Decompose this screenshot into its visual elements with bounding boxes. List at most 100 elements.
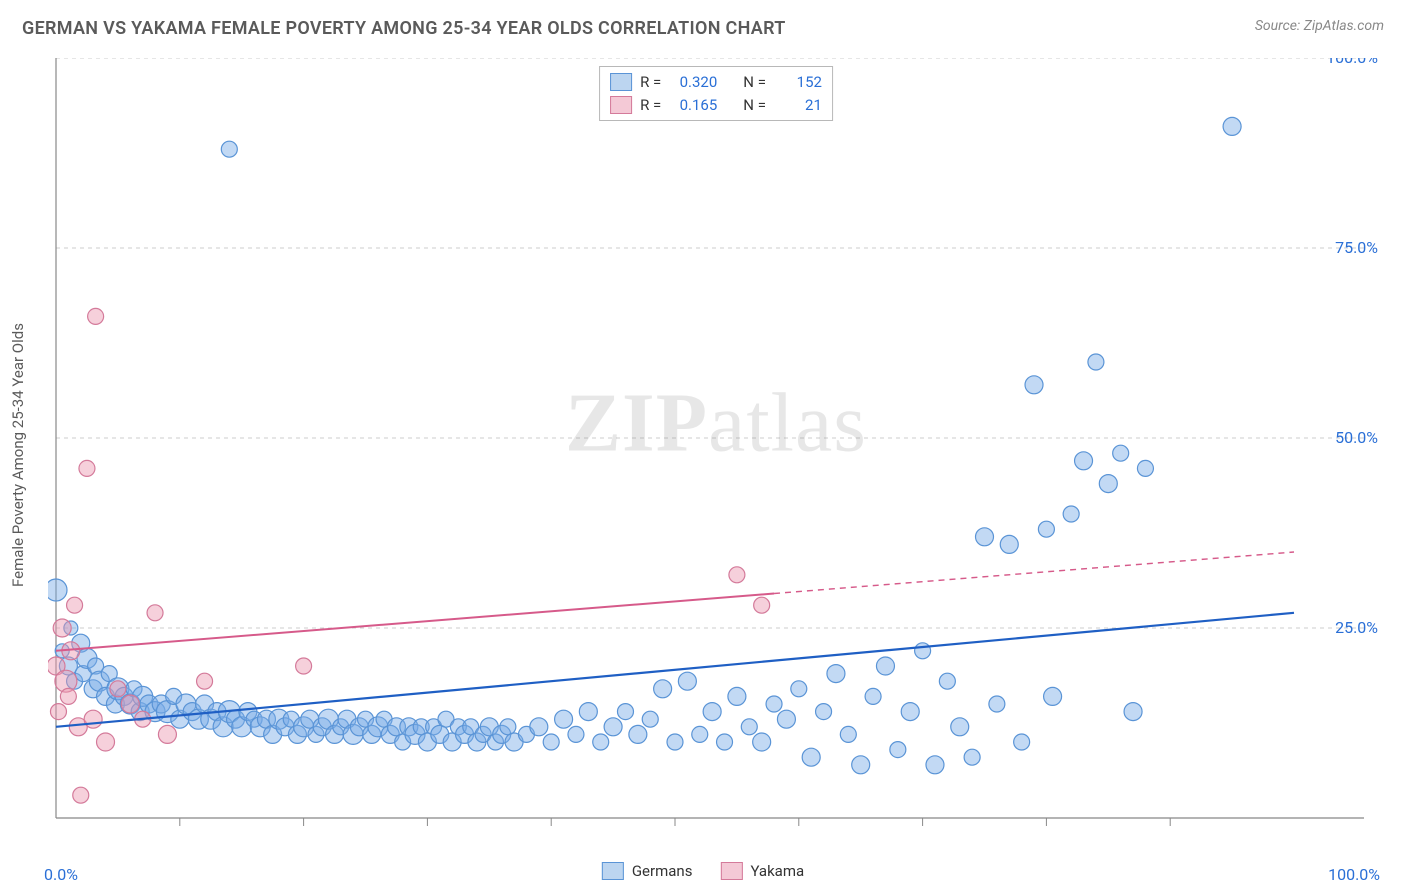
data-point bbox=[1014, 734, 1030, 750]
data-point bbox=[926, 756, 944, 774]
data-point bbox=[629, 725, 647, 743]
data-point bbox=[890, 742, 906, 758]
legend-n-value: 21 bbox=[774, 94, 822, 117]
legend-swatch bbox=[602, 862, 624, 880]
data-point bbox=[1137, 460, 1153, 476]
data-point bbox=[1124, 703, 1142, 721]
data-point bbox=[121, 695, 139, 713]
data-point bbox=[147, 605, 163, 621]
trend-line bbox=[56, 613, 1294, 727]
data-point bbox=[1223, 117, 1241, 135]
data-point bbox=[1075, 452, 1093, 470]
data-point bbox=[1099, 475, 1117, 493]
data-point bbox=[876, 657, 894, 675]
data-point bbox=[816, 704, 832, 720]
data-point bbox=[852, 756, 870, 774]
legend-n-label: N = bbox=[743, 94, 766, 117]
scatter-chart: 25.0% 50.0% 75.0% 100.0% bbox=[48, 58, 1384, 852]
data-point bbox=[667, 734, 683, 750]
data-point bbox=[678, 672, 696, 690]
data-point bbox=[84, 710, 102, 728]
data-point bbox=[939, 673, 955, 689]
data-point bbox=[989, 696, 1005, 712]
data-point bbox=[48, 579, 67, 601]
data-point bbox=[729, 567, 745, 583]
legend-swatch bbox=[720, 862, 742, 880]
data-point bbox=[642, 711, 658, 727]
data-point bbox=[110, 681, 126, 697]
x-axis-min-label: 0.0% bbox=[44, 865, 78, 884]
data-point bbox=[500, 719, 516, 735]
data-point bbox=[88, 308, 104, 324]
chart-source: Source: ZipAtlas.com bbox=[1255, 18, 1384, 34]
data-point bbox=[703, 703, 721, 721]
data-point bbox=[802, 748, 820, 766]
y-tick-label: 50.0% bbox=[1335, 428, 1378, 447]
legend-r-label: R = bbox=[640, 71, 661, 94]
data-point bbox=[1044, 687, 1062, 705]
data-point bbox=[1025, 376, 1043, 394]
data-point bbox=[197, 673, 213, 689]
data-point bbox=[728, 687, 746, 705]
legend-r-value: 0.320 bbox=[669, 71, 717, 94]
legend-row: R = 0.165 N = 21 bbox=[610, 94, 822, 117]
y-tick-label: 75.0% bbox=[1335, 238, 1378, 257]
data-point bbox=[827, 665, 845, 683]
data-point bbox=[951, 718, 969, 736]
chart-title: GERMAN VS YAKAMA FEMALE POVERTY AMONG 25… bbox=[22, 18, 786, 39]
data-point bbox=[555, 710, 573, 728]
data-point bbox=[50, 704, 66, 720]
data-point bbox=[717, 734, 733, 750]
data-point bbox=[692, 726, 708, 742]
data-point bbox=[593, 734, 609, 750]
legend-swatch bbox=[610, 73, 632, 91]
correlation-legend: R = 0.320 N = 152 R = 0.165 N = 21 bbox=[599, 66, 833, 121]
legend-r-value: 0.165 bbox=[669, 94, 717, 117]
data-point bbox=[754, 597, 770, 613]
data-point bbox=[964, 749, 980, 765]
data-point bbox=[901, 703, 919, 721]
data-point bbox=[67, 597, 83, 613]
data-point bbox=[530, 718, 548, 736]
y-tick-label: 100.0% bbox=[1326, 58, 1378, 67]
data-point bbox=[79, 460, 95, 476]
data-point bbox=[976, 528, 994, 546]
y-axis-label: Female Poverty Among 25-34 Year Olds bbox=[9, 323, 27, 587]
data-point bbox=[73, 787, 89, 803]
data-point bbox=[753, 733, 771, 751]
data-point bbox=[604, 718, 622, 736]
data-point bbox=[1000, 535, 1018, 553]
legend-item: Yakama bbox=[720, 862, 804, 880]
legend-label: Germans bbox=[632, 862, 693, 880]
data-point bbox=[543, 734, 559, 750]
data-point bbox=[865, 688, 881, 704]
data-point bbox=[158, 725, 176, 743]
legend-label: Yakama bbox=[750, 862, 804, 880]
chart-container: Female Poverty Among 25-34 Year Olds ZIP… bbox=[48, 58, 1384, 852]
data-point bbox=[53, 619, 71, 637]
legend-r-label: R = bbox=[640, 94, 661, 117]
data-point bbox=[1063, 506, 1079, 522]
data-point bbox=[915, 643, 931, 659]
data-point bbox=[777, 710, 795, 728]
data-point bbox=[654, 680, 672, 698]
legend-n-label: N = bbox=[743, 71, 766, 94]
data-point bbox=[1113, 445, 1129, 461]
data-point bbox=[60, 688, 76, 704]
legend-n-value: 152 bbox=[774, 71, 822, 94]
legend-item: Germans bbox=[602, 862, 693, 880]
x-axis-max-label: 100.0% bbox=[1328, 865, 1380, 884]
data-point bbox=[579, 703, 597, 721]
data-point bbox=[791, 681, 807, 697]
legend-swatch bbox=[610, 96, 632, 114]
legend-row: R = 0.320 N = 152 bbox=[610, 71, 822, 94]
data-point bbox=[840, 726, 856, 742]
data-point bbox=[97, 733, 115, 751]
data-point bbox=[568, 726, 584, 742]
data-point bbox=[617, 704, 633, 720]
data-point bbox=[296, 658, 312, 674]
trend-line bbox=[56, 593, 774, 650]
series-legend: Germans Yakama bbox=[602, 862, 804, 880]
data-point bbox=[1038, 521, 1054, 537]
y-tick-label: 25.0% bbox=[1335, 618, 1378, 637]
